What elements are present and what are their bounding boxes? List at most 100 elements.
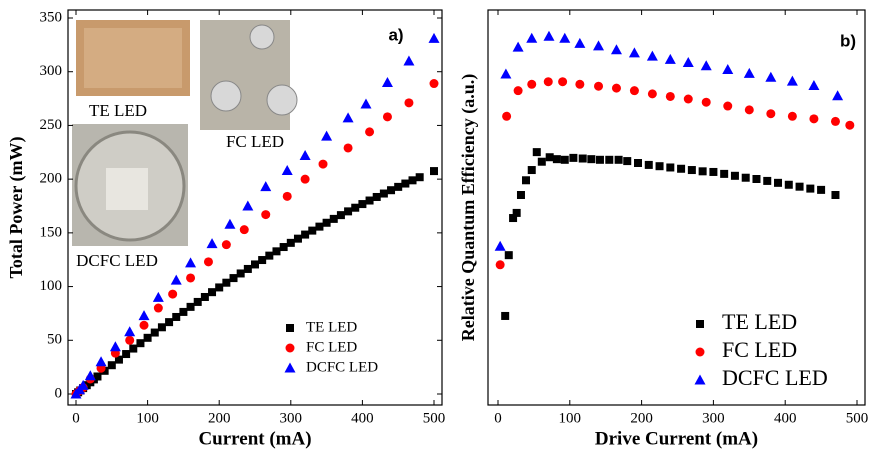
marker-triangle bbox=[281, 165, 293, 176]
marker-circle bbox=[168, 289, 178, 299]
marker-triangle bbox=[808, 80, 820, 91]
marker-square bbox=[698, 167, 707, 176]
marker-square bbox=[795, 182, 804, 191]
marker-circle bbox=[766, 109, 776, 119]
marker-square bbox=[720, 169, 729, 178]
marker-square bbox=[666, 163, 675, 172]
legend-marker bbox=[694, 374, 706, 385]
inset-label: FC LED bbox=[226, 132, 284, 151]
marker-circle bbox=[343, 143, 353, 153]
marker-circle bbox=[139, 320, 149, 330]
marker-circle bbox=[830, 116, 840, 126]
fc-bump bbox=[249, 24, 275, 50]
marker-triangle bbox=[152, 291, 164, 302]
marker-triangle bbox=[109, 341, 121, 352]
marker-square bbox=[763, 176, 772, 185]
marker-square bbox=[379, 189, 388, 198]
marker-square bbox=[279, 243, 288, 252]
marker-square bbox=[605, 155, 614, 164]
y-tick-label: 300 bbox=[40, 63, 63, 79]
legend-marker bbox=[695, 347, 705, 357]
marker-square bbox=[286, 238, 295, 247]
legend-label: TE LED bbox=[306, 319, 357, 335]
x-tick-label: 100 bbox=[136, 410, 159, 426]
legend-label: TE LED bbox=[722, 309, 797, 334]
marker-triangle bbox=[786, 75, 798, 86]
marker-triangle bbox=[610, 44, 622, 55]
y-axis-label: Total Power (mW) bbox=[6, 137, 27, 279]
legend-marker bbox=[286, 324, 294, 332]
marker-circle bbox=[513, 86, 523, 96]
legend-label: FC LED bbox=[722, 337, 797, 362]
marker-circle bbox=[502, 111, 512, 121]
marker-square bbox=[208, 288, 217, 297]
marker-triangle bbox=[224, 218, 236, 229]
marker-triangle bbox=[722, 64, 734, 75]
marker-square bbox=[504, 251, 513, 260]
marker-circle bbox=[665, 91, 675, 101]
marker-circle bbox=[611, 83, 621, 93]
marker-triangle bbox=[185, 257, 197, 268]
marker-circle bbox=[318, 159, 328, 169]
marker-triangle bbox=[428, 32, 440, 43]
x-tick-label: 100 bbox=[559, 410, 582, 426]
marker-square bbox=[501, 311, 510, 320]
marker-triangle bbox=[95, 356, 107, 367]
marker-square bbox=[107, 361, 116, 370]
marker-square bbox=[560, 155, 569, 164]
marker-square bbox=[817, 185, 826, 194]
marker-square bbox=[265, 251, 274, 260]
marker-square bbox=[136, 339, 145, 348]
marker-circle bbox=[239, 225, 249, 235]
marker-square bbox=[545, 153, 554, 162]
marker-square bbox=[516, 191, 525, 199]
marker-triangle bbox=[543, 30, 555, 41]
x-axis-label: Drive Current (mA) bbox=[595, 428, 758, 449]
marker-square bbox=[351, 203, 360, 212]
marker-circle bbox=[683, 94, 693, 104]
marker-square bbox=[512, 208, 521, 217]
legend-label: DCFC LED bbox=[722, 365, 828, 390]
marker-circle bbox=[429, 79, 439, 89]
inset-label: TE LED bbox=[89, 101, 147, 120]
marker-circle bbox=[203, 257, 213, 267]
marker-triangle bbox=[743, 67, 755, 78]
marker-square bbox=[157, 323, 166, 332]
marker-square bbox=[527, 166, 536, 175]
marker-triangle bbox=[628, 47, 640, 58]
marker-square bbox=[614, 155, 623, 164]
legend-label: FC LED bbox=[306, 339, 357, 355]
marker-circle bbox=[365, 127, 375, 137]
marker-square bbox=[387, 186, 396, 195]
marker-square bbox=[129, 344, 138, 353]
marker-circle bbox=[787, 111, 797, 121]
legend-label: DCFC LED bbox=[306, 359, 378, 375]
marker-triangle bbox=[170, 274, 182, 285]
marker-square bbox=[709, 167, 718, 176]
marker-square bbox=[408, 176, 417, 185]
x-tick-label: 0 bbox=[494, 410, 502, 426]
marker-triangle bbox=[646, 50, 658, 61]
inset-label: DCFC LED bbox=[76, 251, 158, 270]
marker-circle bbox=[723, 101, 733, 111]
marker-triangle bbox=[381, 76, 393, 87]
marker-circle bbox=[701, 97, 711, 107]
plots: 0 100 200 300 400 500 0 50 100 150 200 250 300 350 Cur… bbox=[6, 9, 868, 449]
marker-triangle bbox=[403, 55, 415, 66]
marker-circle bbox=[543, 77, 553, 87]
x-tick-label: 400 bbox=[774, 410, 797, 426]
marker-square bbox=[322, 218, 331, 227]
marker-square bbox=[365, 196, 374, 205]
marker-triangle bbox=[299, 150, 311, 161]
inset-photos bbox=[72, 20, 298, 246]
marker-square bbox=[569, 153, 578, 162]
legend-marker bbox=[696, 320, 704, 328]
marker-square bbox=[200, 292, 209, 301]
marker-circle bbox=[647, 89, 657, 99]
marker-square bbox=[634, 159, 643, 167]
marker-square bbox=[336, 211, 345, 220]
y-tick-label: 350 bbox=[40, 9, 63, 25]
marker-circle bbox=[261, 210, 271, 220]
marker-triangle bbox=[360, 98, 372, 109]
